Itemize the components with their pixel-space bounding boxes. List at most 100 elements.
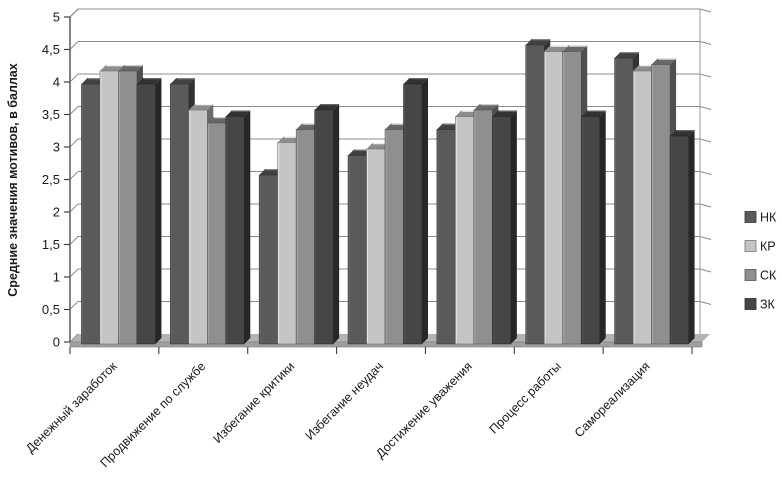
bar-top-СК: [473, 104, 499, 110]
y-gridline-right-stub: [699, 301, 712, 305]
bar-СК-3: [384, 129, 404, 345]
legend-label-КР: КР: [760, 240, 776, 254]
y-gridline-right-stub: [699, 268, 712, 273]
y-axis-title: Средние значения мотивов, в баллах: [6, 63, 20, 296]
bar-СК-0: [118, 70, 138, 345]
y-gridline-right-stub: [699, 138, 712, 143]
legend-swatch-НК: [744, 211, 757, 223]
bar-НК-4: [436, 129, 456, 345]
bar-top-ЗК: [403, 78, 428, 84]
y-tick-label: 0: [53, 335, 60, 350]
bar-СК-4: [473, 109, 493, 345]
bar-НК-5: [525, 44, 545, 345]
legend-swatch-КР: [744, 240, 757, 252]
y-tick-label: 4: [53, 75, 60, 90]
y-gridline-right-stub: [699, 73, 712, 78]
y-gridline-right-stub: [699, 171, 712, 175]
bar-top-ЗК: [314, 104, 340, 110]
bar-НК-3: [347, 155, 367, 345]
y-tick-depth-stub: [69, 268, 79, 278]
y-gridline-right-stub: [699, 236, 712, 240]
bar-ЗК-2: [314, 109, 334, 345]
bar-СК-5: [562, 51, 582, 345]
bar-КР-2: [277, 142, 297, 345]
bar-СК-2: [295, 129, 315, 345]
y-tick-depth-stub: [69, 106, 79, 115]
bar-ЗК-3: [403, 83, 423, 345]
legend-swatch-СК: [744, 269, 757, 281]
bar-ЗК-4: [492, 116, 512, 345]
bar-side-ЗК: [599, 110, 606, 344]
x-category-label: Самореализация: [572, 359, 653, 440]
bar-top-ЗК: [225, 110, 251, 117]
y-tick-label: 4,5: [42, 42, 60, 57]
bar-top-СК: [118, 65, 143, 71]
bar-ЗК-0: [136, 83, 156, 345]
bar-side-ЗК: [155, 78, 162, 344]
y-tick-depth-stub: [69, 8, 79, 18]
bar-side-ЗК: [422, 78, 428, 344]
legend-label-СК: СК: [760, 269, 777, 283]
x-category-label: Денежный заработок: [23, 359, 120, 456]
bar-top-НК: [525, 39, 551, 45]
bar-top-ЗК: [670, 130, 695, 136]
bar-top-НК: [614, 52, 640, 58]
bar-КР-0: [99, 70, 119, 345]
y-tick-depth-stub: [69, 333, 79, 343]
y-tick-depth-stub: [69, 41, 79, 50]
bar-side-ЗК: [510, 110, 517, 344]
y-tick-label: 5: [53, 10, 60, 25]
y-tick-depth-stub: [69, 236, 79, 245]
x-category-label: Продвижение по службе: [98, 359, 209, 470]
y-tick-label: 1: [53, 270, 60, 285]
bar-ЗК-1: [225, 116, 245, 345]
y-tick-label: 3,5: [42, 107, 60, 122]
bar-side-ЗК: [244, 110, 251, 344]
bar-КР-1: [188, 109, 208, 345]
bar-top-ЗК: [492, 110, 517, 117]
bar-side-ЗК: [688, 130, 695, 344]
y-tick-label: 1,5: [42, 237, 60, 252]
y-gridline-right-stub: [699, 41, 712, 45]
bar-top-КР: [544, 45, 569, 52]
bar-НК-6: [614, 57, 634, 345]
bar-НК-1: [170, 83, 190, 345]
y-tick-label: 2: [53, 205, 60, 220]
y-tick-depth-stub: [69, 73, 79, 83]
bar-НК-2: [258, 174, 278, 345]
bar-НК-0: [81, 83, 101, 345]
bar-top-СК: [562, 45, 588, 52]
y-tick-label: 0,5: [42, 302, 60, 317]
bar-top-КР: [188, 104, 214, 110]
x-category-label: Избегание критики: [211, 359, 298, 446]
y-tick-depth-stub: [69, 203, 79, 213]
y-tick-label: 2,5: [42, 172, 60, 187]
bar-КР-3: [366, 148, 386, 345]
bar-top-КР: [99, 65, 125, 71]
bar-top-НК: [170, 78, 195, 84]
x-category-label: Процесс работы: [487, 359, 564, 436]
y-gridline-right-stub: [699, 8, 712, 13]
y-tick-depth-stub: [69, 138, 79, 148]
bar-СК-1: [207, 122, 227, 345]
y-tick-label: 3: [53, 140, 60, 155]
legend-label-ЗК: ЗК: [760, 298, 776, 312]
x-category-label: Достижение уважения: [373, 359, 475, 461]
legend-swatch-ЗК: [744, 298, 757, 310]
bar-КР-4: [455, 116, 475, 345]
bar-ЗК-5: [580, 116, 600, 345]
bar-КР-5: [543, 51, 563, 345]
bar-top-СК: [651, 58, 677, 65]
y-tick-depth-stub: [69, 171, 79, 180]
bar-СК-6: [651, 64, 671, 345]
y-tick-depth-stub: [69, 301, 79, 310]
bar-top-ЗК: [136, 78, 162, 84]
legend-label-НК: НК: [760, 211, 777, 225]
x-category-label: Избегание неудач: [303, 359, 387, 443]
y-gridline-right-stub: [699, 106, 712, 110]
y-gridline-right-stub: [699, 203, 712, 208]
bar-side-ЗК: [333, 104, 340, 344]
bar-ЗК-6: [669, 135, 689, 345]
